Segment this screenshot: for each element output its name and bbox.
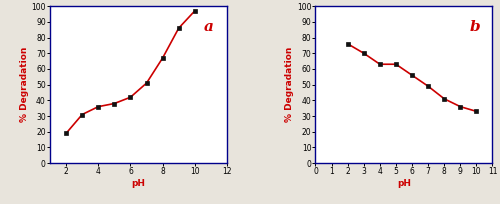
- X-axis label: pH: pH: [397, 179, 411, 188]
- Text: b: b: [470, 20, 480, 34]
- Y-axis label: % Degradation: % Degradation: [285, 47, 294, 122]
- Text: a: a: [204, 20, 214, 34]
- Y-axis label: % Degradation: % Degradation: [20, 47, 28, 122]
- X-axis label: pH: pH: [132, 179, 145, 188]
